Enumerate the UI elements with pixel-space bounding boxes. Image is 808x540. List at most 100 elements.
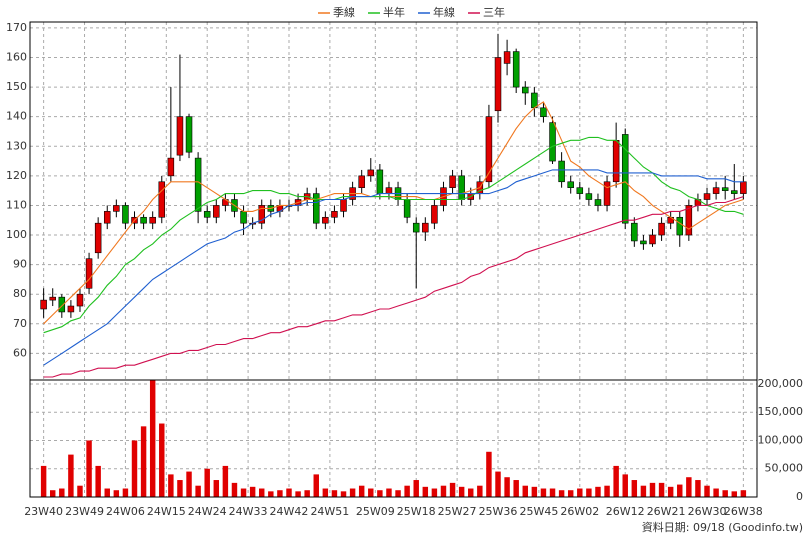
volume-bar [286, 488, 292, 497]
ma-line [43, 101, 744, 325]
x-tick-label: 26W30 [688, 505, 727, 518]
legend-label: 半年 [383, 5, 405, 19]
volume-bar [613, 465, 619, 497]
volume-bar [686, 477, 692, 497]
y-tick-label: 160 [6, 51, 27, 64]
y-tick-label: 60 [13, 346, 27, 359]
candle-body [185, 116, 193, 153]
candle-body [203, 211, 211, 218]
volume-bar [577, 488, 583, 497]
volume-bar [231, 482, 238, 497]
volume-bar [140, 426, 147, 497]
candle-body [122, 205, 129, 224]
volume-bar [95, 465, 101, 497]
candle-body [458, 175, 465, 200]
candle-body [422, 222, 429, 233]
volume-bar [513, 480, 519, 497]
volume-bar [586, 488, 592, 497]
volume-bar [195, 485, 201, 497]
y-tick-label: 80 [13, 287, 27, 300]
candle-body [512, 51, 520, 88]
candle-body [113, 205, 120, 212]
volume-bar [77, 485, 83, 497]
candle-body [558, 160, 565, 183]
volume-bar [567, 490, 574, 497]
volume-bar [622, 474, 628, 497]
volume-bar [313, 474, 319, 497]
candle-body [167, 157, 175, 177]
volume-bar [540, 488, 547, 497]
y-tick-label: 70 [13, 317, 27, 330]
volume-bar [658, 482, 665, 497]
volume-bar [177, 480, 183, 497]
volume-bar [731, 491, 738, 497]
volume-bar [304, 490, 310, 497]
candle-body [158, 181, 166, 218]
volume-bar [358, 485, 365, 497]
y-tick-label: 120 [6, 169, 27, 182]
volume-bar [704, 485, 710, 497]
volume-bar [667, 486, 674, 497]
candle-body [240, 211, 247, 224]
volume-bar [113, 490, 120, 497]
x-tick-label: 26W12 [606, 505, 645, 518]
y-tick-label: 110 [6, 198, 27, 211]
y-tick-label: 150 [6, 80, 27, 93]
candle-body [567, 181, 574, 188]
volume-bar [631, 480, 638, 497]
volume-bar [549, 488, 556, 497]
candle-body [385, 187, 393, 194]
x-tick-label: 23W49 [65, 505, 104, 518]
volume-bar [40, 465, 47, 497]
candle-body [494, 57, 502, 112]
ma-line [43, 196, 744, 378]
volume-bar [486, 451, 492, 497]
volume-bar [386, 488, 392, 497]
x-tick-label: 25W09 [356, 505, 395, 518]
candle-body [140, 216, 147, 224]
legend-label: 年線 [433, 5, 455, 19]
x-tick-label: 24W42 [270, 505, 309, 518]
candle-body [740, 181, 747, 194]
candle-body [721, 187, 729, 191]
candle-body [540, 107, 547, 117]
candle-body [358, 175, 365, 188]
candle-body [585, 193, 593, 200]
volume-bar [449, 482, 456, 497]
y-tick-label: 50,000 [765, 462, 804, 475]
candle-body [403, 199, 411, 218]
candle-body [40, 299, 47, 310]
volume-bar [604, 485, 610, 497]
candle-body [340, 199, 347, 212]
x-tick-label: 25W27 [438, 505, 477, 518]
x-tick-label: 26W21 [647, 505, 686, 518]
candle-body [85, 258, 93, 289]
candle-body [376, 169, 384, 194]
volume-bar [204, 468, 210, 497]
candle-body [603, 181, 611, 206]
volume-bar [249, 486, 256, 497]
candle-body [522, 86, 529, 94]
candle-body [640, 240, 647, 245]
x-tick-label: 26W38 [724, 505, 763, 518]
y-tick-label: 100,000 [758, 433, 804, 446]
volume-bar [59, 488, 65, 497]
candle-body [367, 169, 375, 177]
candle-body [576, 187, 584, 194]
volume-bar [131, 440, 138, 497]
x-tick-label: 24W33 [229, 505, 268, 518]
volume-bar [122, 488, 129, 497]
volume-bar [531, 486, 538, 497]
y-tick-label: 100 [6, 228, 27, 241]
candle-body [331, 211, 338, 218]
volume-bar [295, 491, 301, 497]
volume-bar [268, 491, 274, 497]
volume-bar [349, 488, 356, 497]
candle-body [658, 222, 665, 236]
candle-body [621, 134, 629, 224]
volume-bar [740, 490, 747, 497]
candle-body [649, 234, 656, 245]
volume-bar [713, 488, 719, 497]
volume-bar [331, 490, 338, 497]
